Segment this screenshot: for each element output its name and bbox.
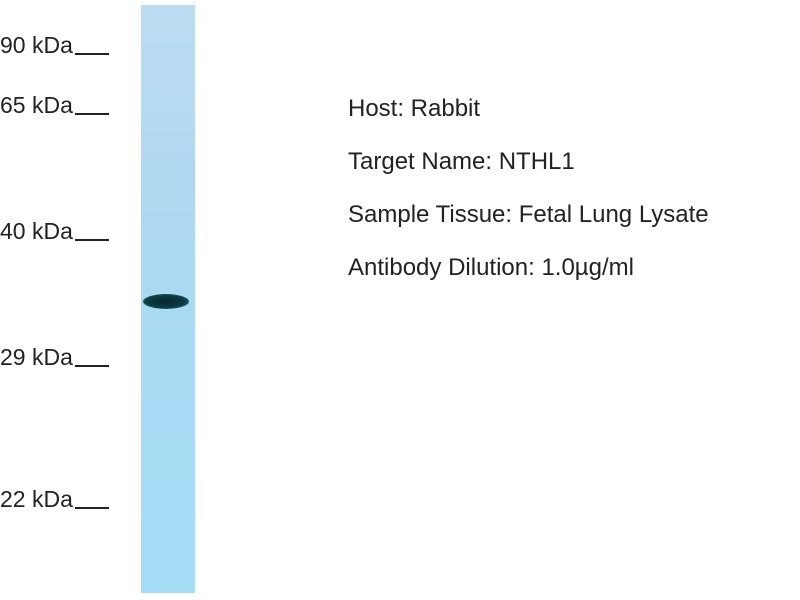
target-name-label: Target Name: NTHL1 bbox=[348, 148, 575, 175]
marker-tick bbox=[74, 53, 109, 55]
host-label: Host: Rabbit bbox=[348, 95, 481, 122]
marker-tick bbox=[74, 507, 109, 509]
marker-label: 40 kDa bbox=[0, 218, 73, 244]
marker-65kda: 65 kDa bbox=[0, 92, 109, 118]
marker-tick bbox=[74, 113, 109, 115]
marker-label: 65 kDa bbox=[0, 92, 73, 118]
marker-29kda: 29 kDa bbox=[0, 344, 109, 370]
sample-tissue-label: Sample Tissue: Fetal Lung Lysate bbox=[348, 201, 709, 228]
antibody-dilution-label: Antibody Dilution: 1.0µg/ml bbox=[348, 254, 634, 281]
marker-tick bbox=[74, 365, 109, 367]
blot-lane bbox=[141, 5, 195, 593]
marker-22kda: 22 kDa bbox=[0, 486, 109, 512]
protein-band bbox=[143, 294, 189, 309]
marker-label: 90 kDa bbox=[0, 32, 73, 58]
marker-tick bbox=[74, 239, 109, 241]
marker-label: 22 kDa bbox=[0, 486, 73, 512]
marker-40kda: 40 kDa bbox=[0, 218, 109, 244]
marker-label: 29 kDa bbox=[0, 344, 73, 370]
marker-90kda: 90 kDa bbox=[0, 32, 109, 58]
